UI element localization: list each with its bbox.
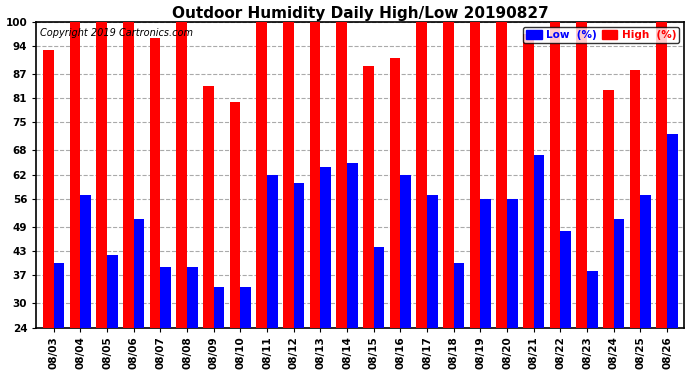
Bar xyxy=(150,38,160,327)
Bar xyxy=(54,263,64,327)
Bar xyxy=(267,175,277,327)
Bar xyxy=(320,166,331,327)
Bar xyxy=(630,70,640,327)
Bar xyxy=(550,22,560,327)
Bar xyxy=(294,183,304,327)
Text: Copyright 2019 Cartronics.com: Copyright 2019 Cartronics.com xyxy=(39,28,193,38)
Legend: Low  (%), High  (%): Low (%), High (%) xyxy=(523,27,679,44)
Bar xyxy=(523,34,534,327)
Bar xyxy=(337,22,347,327)
Bar xyxy=(587,271,598,327)
Bar xyxy=(214,287,224,327)
Bar xyxy=(160,267,171,327)
Bar xyxy=(416,22,427,327)
Title: Outdoor Humidity Daily High/Low 20190827: Outdoor Humidity Daily High/Low 20190827 xyxy=(172,6,549,21)
Bar xyxy=(240,287,251,327)
Bar xyxy=(177,22,187,327)
Bar xyxy=(454,263,464,327)
Bar xyxy=(70,22,80,327)
Bar xyxy=(187,267,198,327)
Bar xyxy=(470,22,480,327)
Bar xyxy=(257,22,267,327)
Bar xyxy=(310,22,320,327)
Bar xyxy=(363,66,374,327)
Bar xyxy=(107,255,118,327)
Bar xyxy=(443,22,454,327)
Bar xyxy=(283,22,294,327)
Bar xyxy=(97,22,107,327)
Bar xyxy=(560,231,571,327)
Bar xyxy=(390,58,400,327)
Bar xyxy=(534,154,544,327)
Bar xyxy=(667,134,678,327)
Bar xyxy=(43,50,54,327)
Bar xyxy=(374,247,384,327)
Bar xyxy=(427,195,437,327)
Bar xyxy=(576,22,587,327)
Bar xyxy=(640,195,651,327)
Bar xyxy=(656,22,667,327)
Bar xyxy=(123,22,134,327)
Bar xyxy=(230,102,240,327)
Bar xyxy=(80,195,91,327)
Bar xyxy=(507,199,518,327)
Bar xyxy=(614,219,624,327)
Bar xyxy=(603,90,614,327)
Bar xyxy=(496,22,507,327)
Bar xyxy=(203,86,214,327)
Bar xyxy=(134,219,144,327)
Bar xyxy=(347,162,357,327)
Bar xyxy=(480,199,491,327)
Bar xyxy=(400,175,411,327)
